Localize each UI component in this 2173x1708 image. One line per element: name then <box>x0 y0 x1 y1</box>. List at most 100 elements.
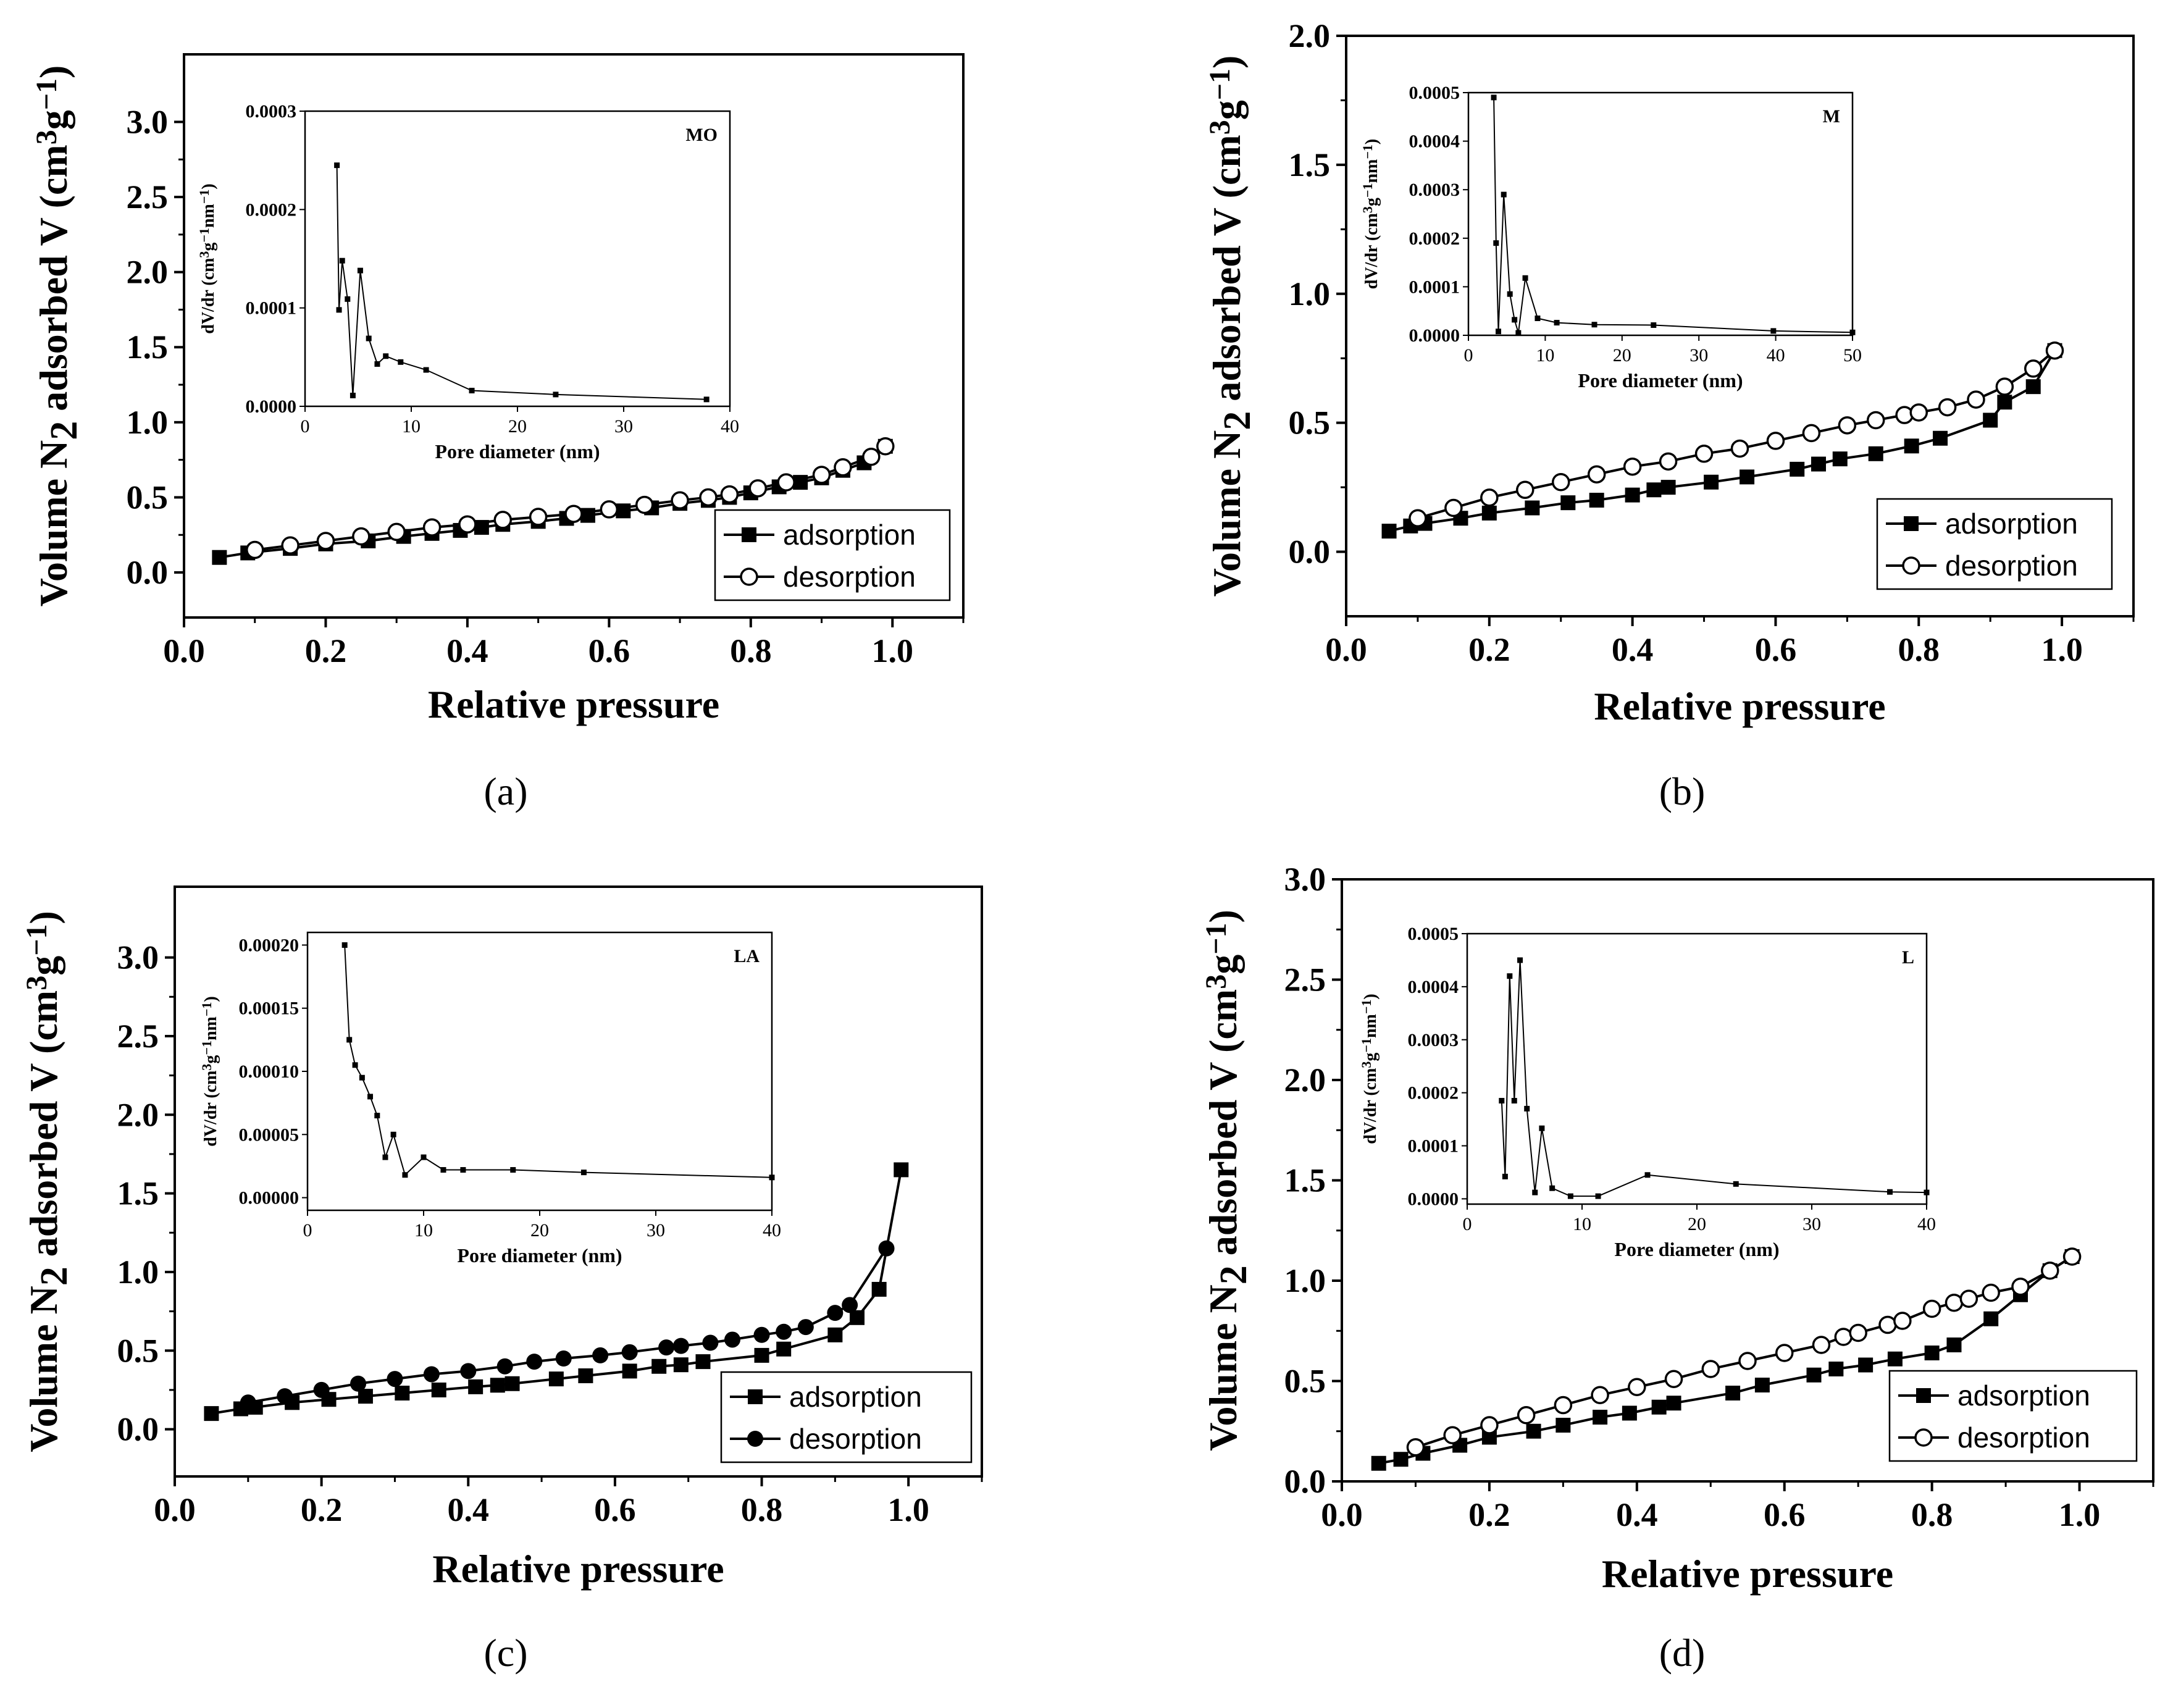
point-desorption <box>1591 1386 1609 1404</box>
caption-d: (d) <box>1659 1631 1706 1675</box>
point-desorption <box>1938 398 1957 417</box>
inset-sample-label: LA <box>734 946 760 966</box>
point-desorption <box>1849 1323 1867 1342</box>
ylabel-part: −1 <box>20 924 53 955</box>
x-tick-label: 1.0 <box>2041 631 2083 668</box>
point-desorption <box>1628 1378 1646 1396</box>
x-tick-label: 0.2 <box>1468 631 1510 668</box>
y-tick-label: 3.0 <box>1284 861 1326 898</box>
inset-point <box>1733 1181 1739 1187</box>
inset-c: 0 10 20 30 40 0.00000 0.00005 0.00010 0.00015 0.0… <box>199 931 781 1266</box>
point-adsorption <box>776 1341 792 1357</box>
point-adsorption <box>1560 495 1576 511</box>
inset-ylabel-part: −1 <box>196 190 212 204</box>
point-desorption <box>776 1323 792 1340</box>
inset-point <box>1651 322 1657 328</box>
point-desorption <box>526 1354 543 1370</box>
point-adsorption <box>695 1354 711 1370</box>
point-desorption <box>313 1381 330 1398</box>
y-axis-label: Volume N2 adsorbed V (cm3g−1) <box>20 911 75 1452</box>
inset-point <box>1517 957 1523 963</box>
point-desorption <box>621 1344 638 1360</box>
inset-point <box>1924 1189 1930 1195</box>
inset-y-tick-label: 0.0000 <box>1408 1189 1459 1209</box>
ylabel-part: adsorbed V (cm <box>22 990 65 1266</box>
inset-point <box>383 353 389 359</box>
inset-sample-label: L <box>1902 947 1914 968</box>
inset-point <box>1502 1173 1508 1179</box>
point-desorption <box>827 1305 844 1321</box>
inset-ylabel-part: g <box>1361 1053 1380 1061</box>
legend-entry: adsorption <box>783 519 916 551</box>
x-axis-label: Relative pressure <box>432 1547 724 1591</box>
inset-x-tick-label: 0 <box>1464 345 1473 366</box>
legend-entry: desorption <box>1945 550 2078 582</box>
point-desorption <box>529 508 548 526</box>
point-desorption <box>1701 1360 1720 1378</box>
point-adsorption <box>1811 456 1826 472</box>
inset-x-axis-label: Pore diameter (nm) <box>1578 369 1743 391</box>
inset-point <box>346 1037 353 1043</box>
inset-point <box>1511 1098 1517 1104</box>
inset-point <box>341 942 348 948</box>
point-adsorption <box>827 1327 843 1342</box>
inset-y-tick-label: 0.0001 <box>1409 277 1460 297</box>
inset-y-axis-label: dV/dr (cm3g−1nm−1) <box>1359 994 1380 1144</box>
inset-x-tick-label: 40 <box>721 416 739 437</box>
plot-frame <box>1345 35 2135 617</box>
inset-point <box>357 267 363 274</box>
y-tick-label: 1.0 <box>117 1254 159 1291</box>
inset-y-tick-label: 0.0003 <box>1408 1030 1459 1050</box>
inset-point <box>1539 1125 1545 1131</box>
point-adsorption <box>1790 461 1805 477</box>
point-desorption <box>1893 1312 1912 1330</box>
legend-box <box>714 509 951 601</box>
y-tick-label: 1.0 <box>1289 275 1331 312</box>
point-adsorption <box>1983 412 1998 428</box>
plot-frame <box>183 53 965 619</box>
legend-marker <box>747 1431 763 1447</box>
x-tick-label: 0.0 <box>154 1491 196 1528</box>
inset-point <box>1591 322 1597 328</box>
point-adsorption <box>1646 482 1662 498</box>
point-desorption <box>1878 1315 1897 1334</box>
inset-point <box>1532 1189 1538 1195</box>
point-desorption <box>422 518 442 537</box>
y-tick-label: 0.5 <box>117 1332 159 1369</box>
inset-x-axis-label: Pore diameter (nm) <box>457 1244 622 1266</box>
y-tick-label: 0.0 <box>127 554 169 591</box>
point-adsorption <box>1806 1367 1822 1383</box>
point-adsorption <box>431 1382 446 1397</box>
x-tick-label: 0.4 <box>446 632 488 669</box>
inset-frame <box>304 110 731 408</box>
point-adsorption <box>622 1363 637 1379</box>
inset-ylabel-part: nm <box>201 1016 220 1040</box>
inset-ylabel-part: nm <box>1362 159 1381 183</box>
point-adsorption <box>673 1357 689 1373</box>
x-tick-label: 0.8 <box>1898 631 1940 668</box>
inset-y-tick-label: 0.0002 <box>1408 1083 1459 1103</box>
inset-point <box>367 1094 374 1100</box>
point-adsorption <box>1832 451 1848 467</box>
inset-x-tick-label: 10 <box>1536 345 1554 366</box>
point-adsorption <box>1754 1378 1770 1392</box>
point-desorption <box>699 488 718 507</box>
inset-y-tick-label: 0.0004 <box>1409 132 1460 152</box>
point-adsorption <box>548 1371 564 1387</box>
inset-y-tick-label: 0.0001 <box>1408 1136 1459 1157</box>
point-adsorption <box>1858 1357 1874 1373</box>
point-desorption <box>350 1375 367 1392</box>
inset-sample-label: M <box>1823 106 1840 127</box>
inset-point <box>374 361 380 367</box>
inset-point <box>398 359 404 365</box>
inset-point <box>366 335 372 341</box>
point-desorption <box>1480 488 1499 507</box>
point-desorption <box>277 1388 293 1405</box>
point-desorption <box>2045 341 2064 360</box>
point-adsorption <box>871 1281 887 1297</box>
ylabel-part: Volume N <box>1205 430 1249 597</box>
inset-ylabel-part: g <box>201 1055 220 1064</box>
point-desorption <box>1834 1328 1853 1346</box>
point-adsorption <box>1525 500 1540 516</box>
